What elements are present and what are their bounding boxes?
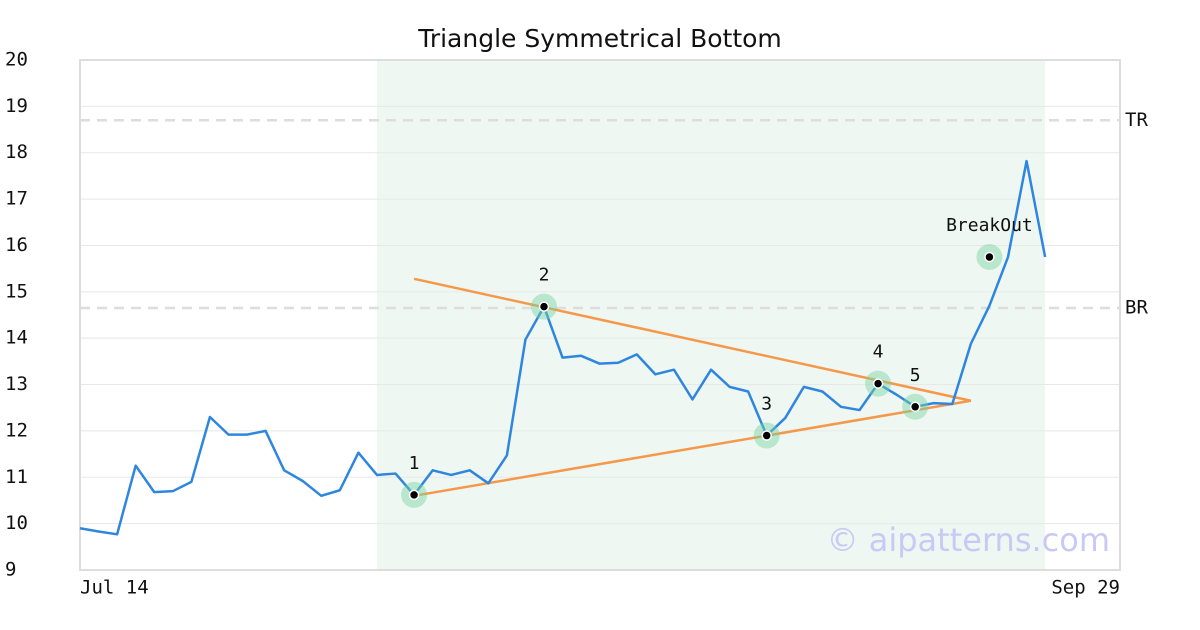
y-tick-label: 16: [5, 234, 28, 256]
pattern-region: [376, 60, 1046, 570]
pattern-label: 2: [539, 265, 550, 286]
pattern-point: [984, 251, 995, 263]
y-tick-label: 15: [5, 280, 28, 302]
pattern-point: [761, 430, 772, 441]
y-tick-label: 20: [5, 49, 28, 71]
pattern-label: 4: [873, 342, 884, 363]
pattern-label: 5: [910, 365, 921, 386]
price-line: [79, 159, 1047, 536]
level-label: TR: [1125, 109, 1148, 131]
pattern-label: BreakOut: [946, 215, 1033, 236]
watermark: © aipatterns.com: [827, 521, 1110, 559]
y-tick-label: 12: [5, 419, 28, 441]
y-tick-label: 13: [5, 373, 28, 395]
x-tick-label: Jul 14: [80, 577, 149, 599]
pattern-point: [408, 489, 420, 501]
chart-title: Triangle Symmetrical Bottom: [417, 24, 782, 53]
pattern-point: [872, 378, 884, 389]
y-tick-label: 17: [5, 188, 28, 210]
pattern-label: 1: [409, 453, 420, 474]
plot-frame: [79, 59, 1121, 571]
pattern-label: 3: [761, 394, 772, 415]
pattern-point: [909, 401, 921, 413]
y-tick-label: 14: [5, 327, 28, 349]
y-tick-label: 9: [5, 559, 16, 581]
x-tick-label: Sep 29: [1051, 577, 1120, 599]
y-tick-label: 19: [5, 95, 28, 117]
level-label: BR: [1125, 297, 1148, 319]
pattern-point: [538, 301, 550, 312]
trend-line: [413, 399, 972, 498]
y-tick-label: 10: [5, 512, 28, 534]
y-tick-label: 11: [5, 466, 28, 488]
y-tick-label: 18: [5, 141, 28, 163]
